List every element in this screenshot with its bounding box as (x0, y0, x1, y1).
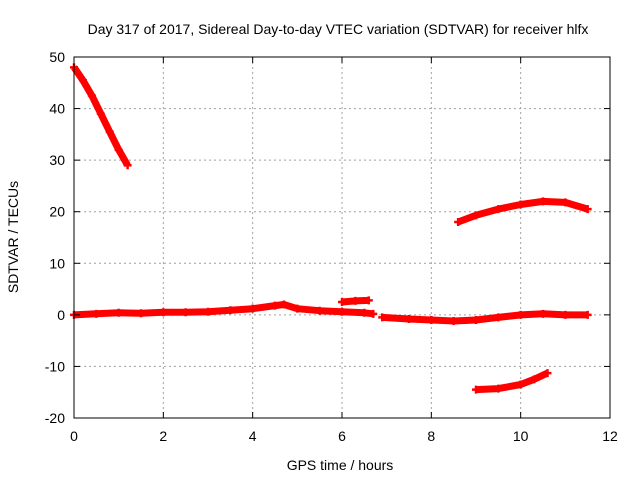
data-point (583, 205, 592, 214)
x-tick-label: 8 (427, 428, 435, 444)
y-tick-label: 30 (49, 152, 65, 168)
data-point (338, 307, 346, 316)
data-point (472, 211, 480, 220)
data-point (105, 127, 114, 136)
data-point (530, 375, 539, 384)
data-point (293, 304, 302, 313)
series-layer (70, 63, 592, 394)
y-tick-labels: -20 -10 0 10 20 30 40 50 (45, 49, 65, 426)
data-point (78, 76, 87, 85)
data-point (226, 306, 235, 315)
x-tick-label: 2 (159, 428, 167, 444)
x-axis-label: GPS time / hours (287, 457, 394, 473)
data-point (543, 369, 552, 378)
data-point (516, 310, 525, 319)
x-tick-label: 4 (249, 428, 257, 444)
data-point (369, 309, 378, 318)
data-point (539, 197, 547, 206)
data-point (137, 309, 145, 318)
data-point (449, 317, 458, 326)
chart-title: Day 317 of 2017, Sidereal Day-to-day VTE… (88, 21, 589, 37)
data-point (494, 384, 503, 393)
data-point (516, 200, 525, 209)
data-point (494, 205, 503, 214)
data-point (472, 316, 480, 325)
series-2-line (73, 301, 374, 319)
data-point (494, 313, 503, 322)
data-point (454, 218, 463, 227)
data-point (87, 91, 96, 100)
y-tick-label: 40 (49, 101, 65, 117)
y-tick-label: 50 (49, 49, 65, 65)
data-point (360, 308, 369, 317)
data-point (123, 161, 132, 170)
data-point (405, 314, 413, 323)
data-point (92, 309, 101, 318)
data-point (181, 308, 190, 317)
data-point (427, 316, 436, 325)
y-tick-label: -10 (45, 358, 65, 374)
data-point (539, 309, 547, 318)
data-point (315, 306, 324, 315)
y-tick-label: 20 (49, 204, 65, 220)
data-point (351, 296, 360, 305)
data-point (472, 385, 480, 394)
ticks (73, 56, 611, 419)
x-tick-label: 10 (513, 428, 529, 444)
grid-lines (74, 57, 610, 418)
y-tick-label: 10 (49, 255, 65, 271)
x-tick-labels: 0 2 4 6 8 10 12 (70, 428, 618, 444)
data-point (204, 307, 212, 316)
data-point (279, 300, 288, 309)
y-tick-label: 0 (57, 307, 65, 323)
data-point (114, 308, 123, 317)
data-point (271, 301, 279, 310)
data-point (248, 304, 257, 313)
series-4-line (381, 310, 588, 325)
data-point (561, 198, 570, 207)
data-point (583, 310, 592, 319)
x-tick-label: 0 (70, 428, 78, 444)
data-point (159, 308, 168, 317)
x-tick-label: 6 (338, 428, 346, 444)
y-axis-label: SDTVAR / TECUs (5, 181, 21, 293)
data-point (114, 145, 123, 154)
data-point (516, 380, 525, 389)
y-tick-label: -20 (45, 410, 65, 426)
data-point (378, 313, 387, 322)
series-6-line (475, 369, 549, 394)
x-tick-label: 12 (602, 428, 618, 444)
data-point (364, 296, 373, 305)
data-point (338, 297, 346, 306)
data-point (96, 109, 105, 118)
data-point (561, 310, 570, 319)
